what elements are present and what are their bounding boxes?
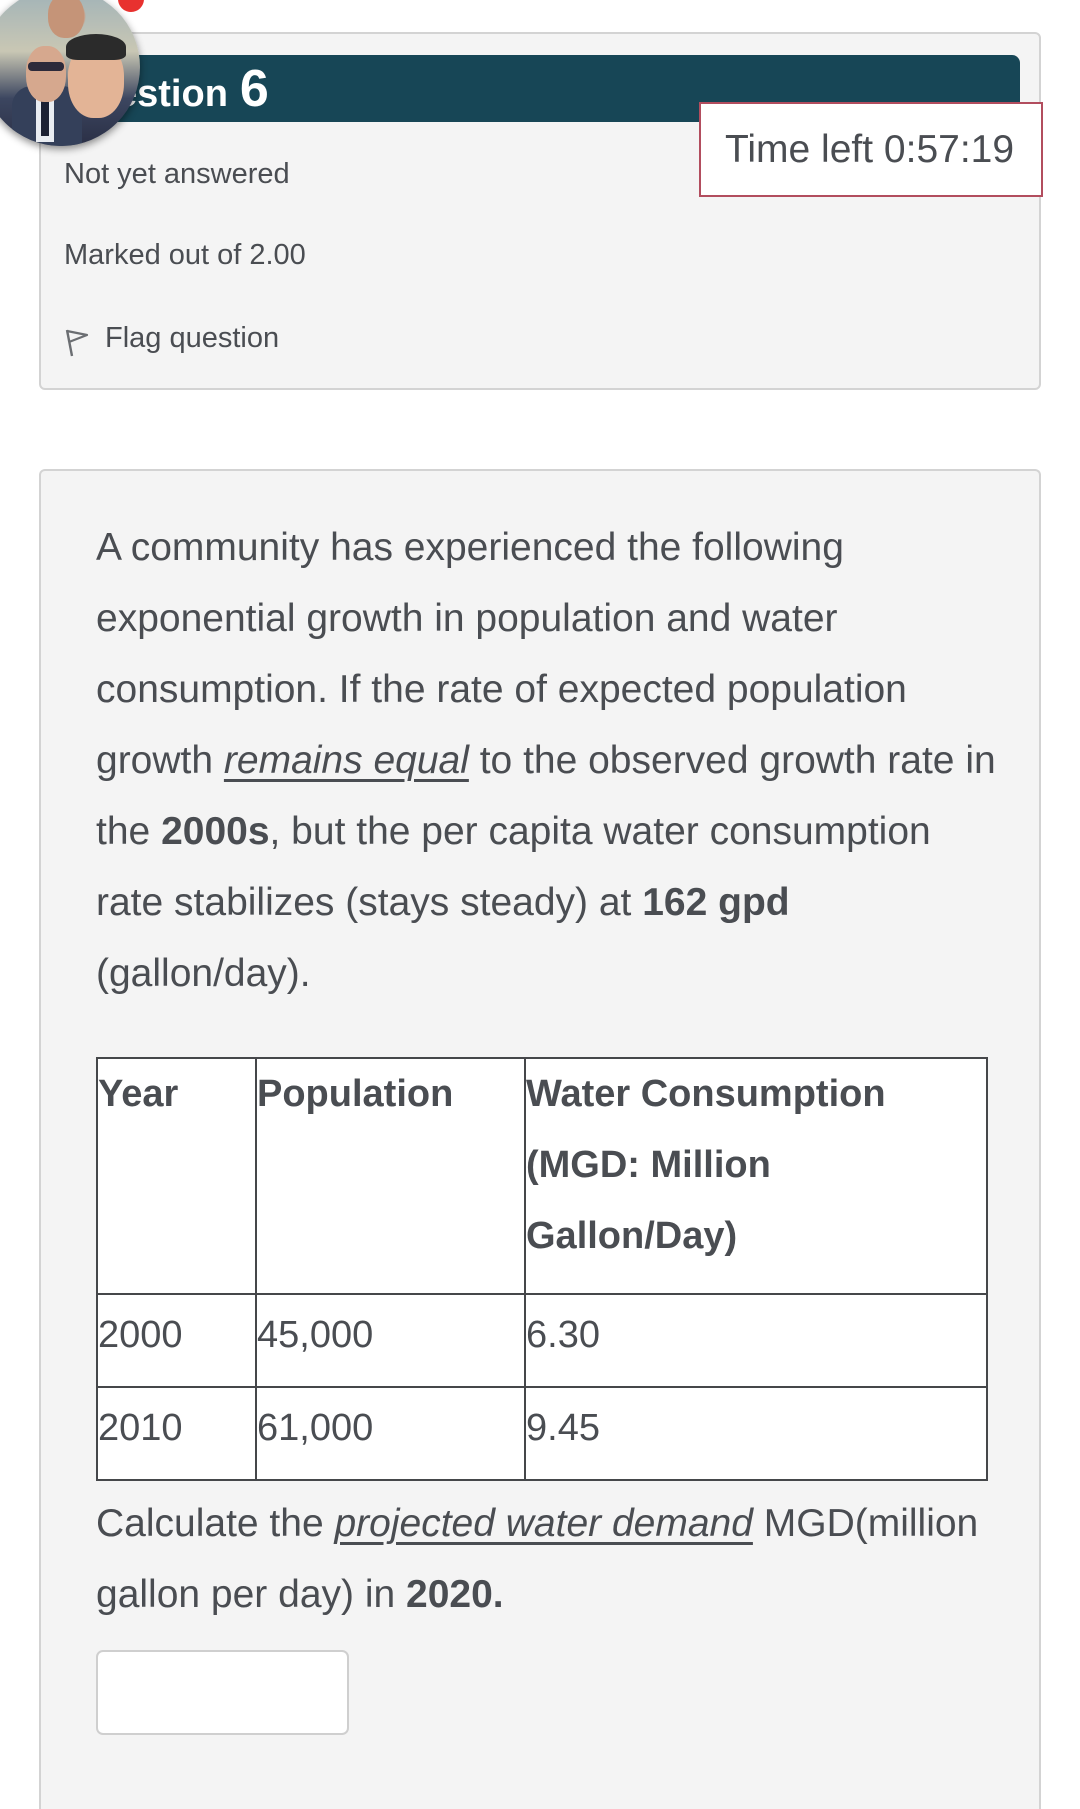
table-row: 2000 45,000 6.30 [96,1293,988,1388]
flag-icon [65,329,89,357]
emphasis-remains-equal: remains equal [223,739,469,782]
avatar-photo-part [66,34,126,60]
question-status: Not yet answered [64,158,290,190]
data-table: Year Population Water Consumption (MGD: … [96,1057,988,1481]
cell-water-consumption: 6.30 [524,1293,988,1388]
question-prompt-part: MGD(million gallon per day) in [96,1502,979,1616]
question-prompt: Calculate the projected water demand MGD… [96,1488,996,1630]
question-text: A community has experienced the followin… [96,512,996,1009]
table-row: 2010 61,000 9.45 [96,1386,988,1481]
column-header-water-consumption: Water Consumption (MGD: Million Gallon/D… [524,1057,988,1295]
question-text-part: to the observed growth rate in the [96,739,996,853]
avatar-photo-part [28,62,64,71]
answer-input[interactable] [96,1650,349,1735]
cell-population: 61,000 [255,1386,526,1481]
cell-water-consumption: 9.45 [524,1386,988,1481]
question-text-part: (gallon/day). [96,952,311,995]
question-number: 6 [239,60,269,118]
emphasis-2020: 2020. [406,1573,504,1616]
question-text-part: A community has experienced the followin… [96,526,907,782]
question-title: estion 6 [116,56,269,122]
column-header-year: Year [96,1057,257,1295]
emphasis-162-gpd: 162 gpd [642,881,790,924]
notification-badge [118,0,144,12]
cell-year: 2000 [96,1293,257,1388]
emphasis-projected-water-demand: projected water demand [334,1502,753,1545]
user-avatar[interactable] [0,0,140,146]
flag-question-button[interactable]: Flag question [64,318,279,358]
avatar-photo-part [48,0,84,38]
time-left-timer: Time left 0:57:19 [699,102,1043,197]
cell-population: 45,000 [255,1293,526,1388]
avatar-photo-part [41,96,49,136]
avatar-photo-part [26,46,66,102]
emphasis-2000s: 2000s [161,810,270,853]
table-header-row: Year Population Water Consumption (MGD: … [96,1057,988,1295]
question-prompt-part: Calculate the [96,1502,335,1545]
question-marks: Marked out of 2.00 [64,239,306,271]
cell-year: 2010 [96,1386,257,1481]
column-header-population: Population [255,1057,526,1295]
question-text-part: , but the per capita water consumption r… [96,810,931,924]
flag-question-label: Flag question [105,322,280,354]
